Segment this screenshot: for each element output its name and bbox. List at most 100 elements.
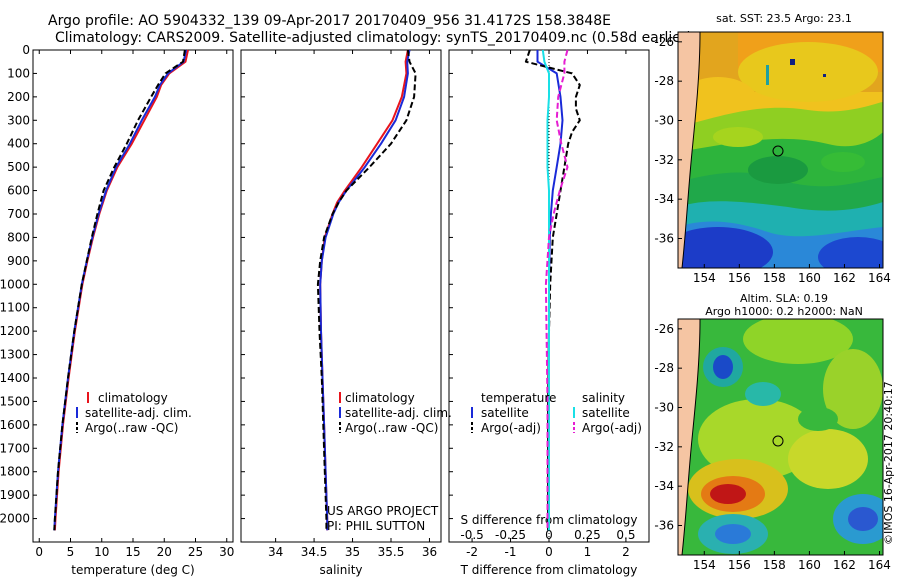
x-tick-label: 2 bbox=[622, 545, 630, 559]
map-y-tick-label: -26 bbox=[654, 35, 674, 49]
x-tick-label: 5 bbox=[67, 545, 75, 559]
temperature-legend: climatology satellite-adj. clim. Argo(..… bbox=[76, 391, 192, 435]
map-x-tick-label: 162 bbox=[833, 558, 856, 572]
argo-float-marker bbox=[772, 145, 784, 157]
map-y-tick-label: -28 bbox=[654, 361, 674, 375]
difference-plot: -2 -1 0 1 2 T difference from climatology -0.5… bbox=[449, 49, 638, 577]
y-tick-label: 800 bbox=[7, 230, 30, 244]
map-x-tick-label: 160 bbox=[798, 271, 821, 285]
y-tick-label: 200 bbox=[7, 90, 30, 104]
legend-label-climatology: climatology bbox=[98, 391, 168, 405]
map-x-tick-label: 156 bbox=[728, 271, 751, 285]
y-tick-label: 2000 bbox=[0, 512, 30, 526]
s-tick-label: 0.25 bbox=[574, 528, 601, 542]
x-axis-label: temperature (deg C) bbox=[71, 563, 194, 577]
y-tick-label: 1200 bbox=[0, 324, 30, 338]
x-tick-label: 10 bbox=[94, 545, 109, 559]
x-tick-label: 15 bbox=[125, 545, 140, 559]
x-tick-label: 34 bbox=[268, 545, 283, 559]
y-tick-label: 900 bbox=[7, 254, 30, 268]
map-x-tick-label: 164 bbox=[868, 271, 891, 285]
legend-label-s-argo: Argo(-adj) bbox=[582, 421, 642, 435]
temperature-plot: 0 5 10 15 20 25 30 temperature (deg C) 0 100 200 30… bbox=[0, 43, 234, 577]
temperature-panel-frame bbox=[32, 49, 234, 543]
map-x-tick-label: 154 bbox=[693, 558, 716, 572]
pi-annotation: PI: PHIL SUTTON bbox=[327, 519, 425, 533]
x-tick-label: 20 bbox=[157, 545, 172, 559]
map-y-tick-label: -36 bbox=[654, 232, 674, 246]
argo-line bbox=[316, 49, 417, 531]
map-y-tick-label: -30 bbox=[654, 401, 674, 415]
argo-line bbox=[53, 49, 186, 531]
legend-label-climatology: climatology bbox=[345, 391, 415, 405]
satellite-clim-line bbox=[53, 49, 188, 531]
y-tick-label: 600 bbox=[7, 184, 30, 198]
sla-map-title-line-2: Argo h1000: 0.2 h2000: NaN bbox=[705, 305, 863, 318]
legend-label-argo: Argo(..raw -QC) bbox=[345, 421, 438, 435]
climatology-line bbox=[53, 49, 189, 531]
legend-label-argo: Argo(..raw -QC) bbox=[85, 421, 178, 435]
map-y-tick-label: -32 bbox=[654, 440, 674, 454]
x-tick-label: 35.5 bbox=[378, 545, 405, 559]
x-tick-label: -2 bbox=[466, 545, 478, 559]
map-y-tick-label: -34 bbox=[654, 192, 674, 206]
x-tick-label: 30 bbox=[219, 545, 234, 559]
imos-credit: ©IMOS 16-Apr-2017 20:40:17 bbox=[882, 381, 895, 545]
legend-label-t-argo: Argo(-adj) bbox=[481, 421, 541, 435]
legend-label-satellite: satellite-adj. clim. bbox=[345, 406, 452, 420]
y-tick-label: 1300 bbox=[0, 348, 30, 362]
y-tick-label: 1700 bbox=[0, 441, 30, 455]
x-tick-label: 36 bbox=[422, 545, 437, 559]
y-tick-label: 500 bbox=[7, 160, 30, 174]
map-y-tick-label: -30 bbox=[654, 114, 674, 128]
sst-map-title: sat. SST: 23.5 Argo: 23.1 bbox=[716, 12, 852, 25]
t-argo-line bbox=[524, 49, 581, 531]
legend-label-s-satellite: satellite bbox=[582, 406, 630, 420]
y-tick-label: 1500 bbox=[0, 394, 30, 408]
map-x-tick-label: 160 bbox=[798, 558, 821, 572]
salinity-panel-frame bbox=[240, 49, 442, 543]
salinity-plot: 34 34.5 35 35.5 36 salinity bbox=[241, 49, 437, 577]
map-x-tick-label: 158 bbox=[763, 558, 786, 572]
x-axis-label: salinity bbox=[319, 563, 362, 577]
y-tick-label: 700 bbox=[7, 207, 30, 221]
y-tick-label: 1100 bbox=[0, 301, 30, 315]
project-annotation: US ARGO PROJECT bbox=[327, 504, 439, 518]
legend-label-t-satellite: satellite bbox=[481, 406, 529, 420]
y-tick-label: 0 bbox=[22, 43, 30, 57]
x-tick-label: 1 bbox=[584, 545, 592, 559]
y-tick-label: 400 bbox=[7, 137, 30, 151]
map-y-tick-label: -34 bbox=[654, 479, 674, 493]
argo-float-marker bbox=[772, 435, 784, 447]
x-axis-label: T difference from climatology bbox=[460, 563, 638, 577]
header-line-1: Argo profile: AO 5904332_139 09-Apr-2017… bbox=[48, 13, 611, 29]
x-tick-label: 35 bbox=[345, 545, 360, 559]
y-tick-label: 300 bbox=[7, 113, 30, 127]
map-x-tick-label: 158 bbox=[763, 271, 786, 285]
y-tick-label: 1600 bbox=[0, 418, 30, 432]
legend-label-satellite: satellite-adj. clim. bbox=[85, 406, 192, 420]
map-x-tick-label: 154 bbox=[693, 271, 716, 285]
legend-header-temperature: temperature bbox=[481, 391, 556, 405]
x-tick-label: 0 bbox=[35, 545, 43, 559]
y-tick-label: 1800 bbox=[0, 465, 30, 479]
sla-map bbox=[677, 318, 884, 556]
s-tick-label: -0.25 bbox=[495, 528, 526, 542]
x-tick-label: 25 bbox=[188, 545, 203, 559]
x-tick-label: 0 bbox=[545, 545, 553, 559]
y-tick-label: 1400 bbox=[0, 371, 30, 385]
legend-header-salinity: salinity bbox=[582, 391, 625, 405]
x-tick-label: -1 bbox=[505, 545, 517, 559]
satellite-clim-line bbox=[319, 49, 411, 531]
salinity-legend: climatology satellite-adj. clim. Argo(..… bbox=[327, 391, 452, 533]
s-tick-label: 0 bbox=[545, 528, 553, 542]
map-x-tick-label: 156 bbox=[728, 558, 751, 572]
map-x-tick-label: 164 bbox=[868, 558, 891, 572]
map-axes: 154 156 158 160 162 164 -26 -28 -30 -32 -34 -36 154 1… bbox=[654, 35, 891, 572]
s-satellite-line bbox=[541, 49, 550, 531]
s-tick-label: -0.5 bbox=[460, 528, 483, 542]
difference-legend: temperature salinity satellite Argo(-adj… bbox=[471, 391, 642, 435]
s-argo-line bbox=[544, 49, 569, 531]
y-tick-label: 1000 bbox=[0, 277, 30, 291]
